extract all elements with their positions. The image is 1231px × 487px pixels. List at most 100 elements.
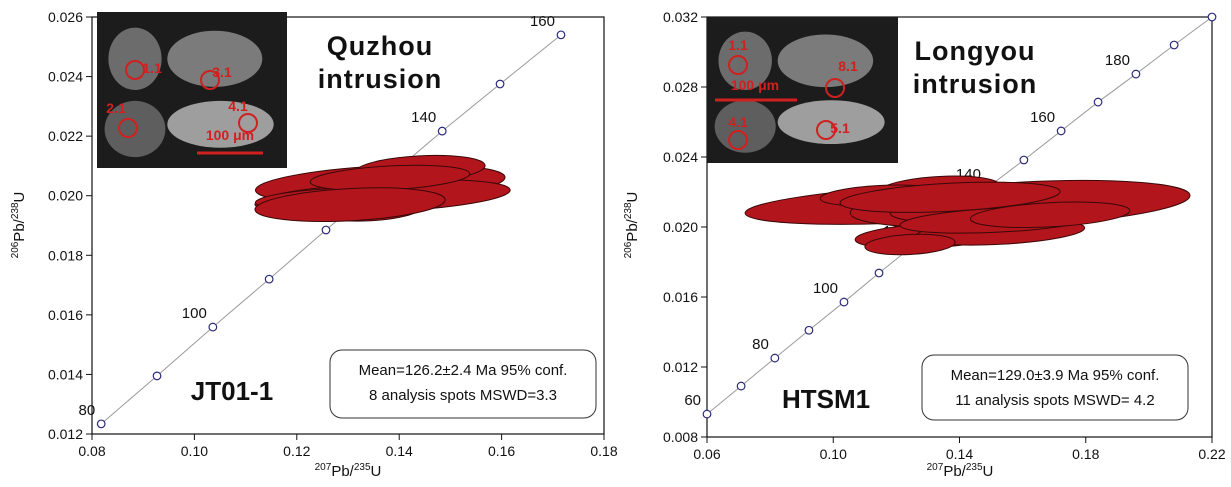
concordia-point	[556, 30, 566, 40]
chart-title: intrusion	[913, 69, 1038, 99]
analysis-spot	[118, 118, 138, 138]
axis-label-part: U	[11, 192, 28, 203]
axis-label-part: 238	[623, 202, 634, 219]
error-ellipse	[254, 187, 446, 222]
age-label: 180	[1105, 52, 1130, 69]
axis-label-part: 206	[10, 241, 21, 258]
concordia-point	[1207, 12, 1217, 22]
y-tick-label: 0.012	[48, 426, 83, 442]
axis-label-part: U	[624, 192, 641, 203]
concordia-point	[1131, 69, 1141, 79]
analysis-spot	[200, 70, 220, 90]
analysis-spot	[728, 130, 748, 150]
age-label: 160	[1030, 109, 1055, 126]
age-label: 80	[752, 336, 769, 353]
axis-label-part: Pb/	[11, 218, 28, 241]
axis-label-part: Pb/	[943, 463, 966, 480]
concordia-point	[736, 381, 746, 391]
concordia-point	[437, 126, 447, 136]
concordia-point	[1019, 155, 1029, 165]
y-tick-label: 0.026	[48, 9, 83, 25]
axis-label-part: Pb/	[624, 218, 641, 241]
x-tick-label: 0.18	[1072, 446, 1099, 462]
plot-frame	[91, 16, 605, 435]
x-tick-label: 0.14	[386, 443, 413, 459]
y-tick-label: 0.022	[48, 128, 83, 144]
concordia-point	[1169, 40, 1179, 50]
spot-label: 1.1	[728, 37, 748, 53]
x-tick-label: 0.18	[590, 443, 617, 459]
axis-label-part: 207	[315, 462, 332, 473]
concordia-point	[1093, 97, 1103, 107]
y-tick-label: 0.016	[48, 307, 83, 323]
axis-label-part: U	[371, 463, 382, 480]
y-tick-label: 0.008	[663, 429, 698, 445]
stats-box	[329, 349, 597, 419]
x-tick-label: 0.16	[488, 443, 515, 459]
y-tick-label: 0.012	[663, 359, 698, 375]
axis-label-part: 235	[966, 462, 983, 473]
y-tick-label: 0.028	[663, 79, 698, 95]
x-tick-label: 0.14	[946, 446, 973, 462]
stats-text: Mean=129.0±3.9 Ma 95% conf.	[951, 367, 1160, 384]
y-tick-label: 0.014	[48, 366, 83, 382]
y-tick-label: 0.024	[663, 149, 698, 165]
concordia-point	[839, 297, 849, 307]
axis-label-part: 235	[354, 462, 371, 473]
concordia-curve	[100, 34, 562, 425]
spot-label: 2.1	[106, 100, 126, 116]
concordia-point	[96, 419, 106, 429]
error-ellipse	[839, 181, 1061, 213]
x-tick-label: 0.10	[820, 446, 847, 462]
scale-label: 100 μm	[731, 77, 779, 93]
axis-label-part: 238	[10, 202, 21, 219]
concordia-point	[702, 409, 712, 419]
zircon-grain	[108, 27, 162, 90]
age-label: 160	[530, 13, 555, 30]
age-label: 60	[684, 392, 701, 409]
concordia-point	[495, 79, 505, 89]
axis-label: 206Pb/238U	[623, 192, 641, 259]
spot-label: 3.1	[212, 64, 232, 80]
y-tick-label: 0.020	[48, 188, 83, 204]
error-ellipse	[969, 201, 1131, 229]
sample-name: JT01-1	[191, 376, 273, 406]
spot-label: 8.1	[838, 58, 858, 74]
axis-label-part: 207	[927, 462, 944, 473]
concordia-point	[264, 274, 274, 284]
age-label: 100	[813, 280, 838, 297]
age-label: 100	[182, 305, 207, 322]
scale-label: 100 μm	[206, 127, 254, 143]
x-tick-label: 0.10	[181, 443, 208, 459]
spot-label: 1.1	[142, 60, 162, 76]
y-tick-label: 0.024	[48, 69, 83, 85]
zircon-grain	[777, 34, 874, 88]
stats-box	[921, 354, 1189, 421]
zircon-grain	[167, 100, 274, 148]
concordia-point	[804, 325, 814, 335]
y-tick-label: 0.018	[48, 247, 83, 263]
axis-label-part: Pb/	[331, 463, 354, 480]
concordia-point	[874, 268, 884, 278]
analysis-spot	[816, 120, 836, 140]
x-tick-label: 0.08	[78, 443, 105, 459]
analysis-spot	[125, 60, 145, 80]
x-tick-label: 0.12	[283, 443, 310, 459]
chart-title: intrusion	[318, 64, 443, 94]
age-label: 80	[79, 402, 96, 419]
zircon-grain	[104, 100, 166, 158]
stats-text: Mean=126.2±2.4 Ma 95% conf.	[359, 362, 568, 379]
concordia-point	[208, 322, 218, 332]
x-tick-label: 0.06	[693, 446, 720, 462]
spot-label: 5.1	[830, 120, 850, 136]
concordia-point	[152, 371, 162, 381]
y-tick-label: 0.020	[663, 219, 698, 235]
axis-label-part: U	[983, 463, 994, 480]
chart-title: Longyou	[915, 36, 1036, 66]
concordia-point	[321, 225, 331, 235]
axis-label: 206Pb/238U	[10, 192, 28, 259]
analysis-spot	[728, 55, 748, 75]
x-tick-label: 0.22	[1198, 446, 1225, 462]
age-label: 140	[411, 109, 436, 126]
